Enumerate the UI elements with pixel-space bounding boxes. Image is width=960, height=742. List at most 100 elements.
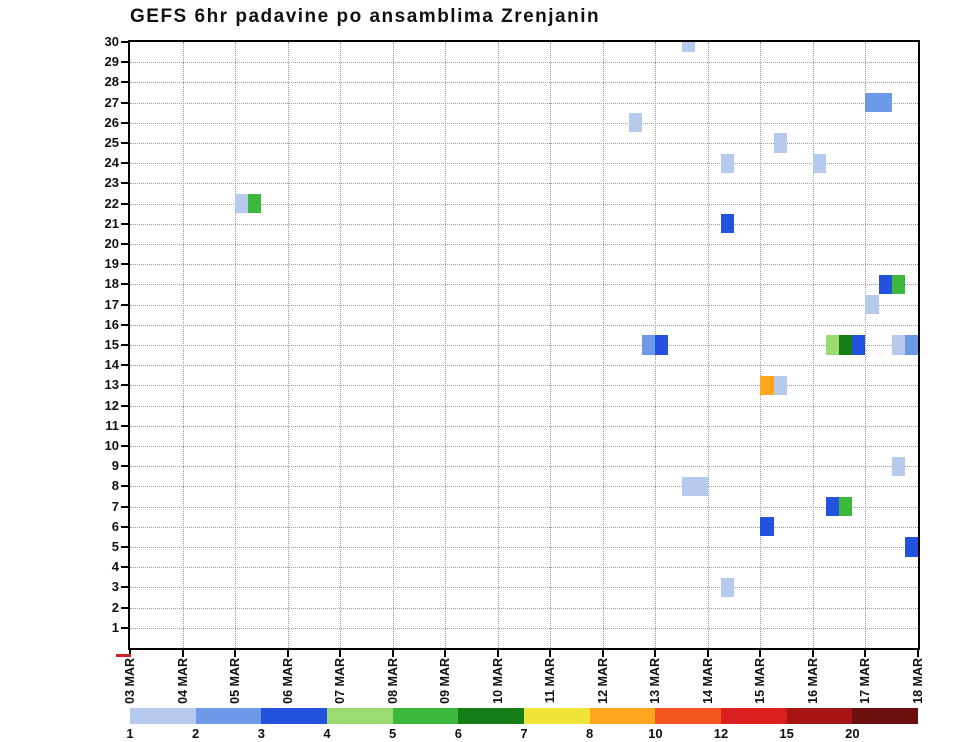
x-tick [286,650,289,657]
x-tick [864,650,867,657]
precip-cell [839,335,853,355]
colorbar-segment [195,708,262,724]
h-gridline [130,587,918,589]
colorbar-segment [327,708,394,724]
chart-title: GEFS 6hr padavine po ansamblima Zrenjani… [130,6,601,27]
y-tick-label: 21 [104,215,119,231]
h-gridline [130,62,918,64]
x-date-label: 05 MAR [228,658,243,704]
h-gridline [130,203,918,205]
x-date-label: 03 MAR [123,658,137,704]
colorbar-label: 20 [845,726,860,741]
x-date-label: 10 MAR [490,658,505,704]
x-date-label: 12 MAR [595,658,610,704]
v-gridline [707,42,709,648]
y-tick-label: 8 [111,478,119,494]
x-date-label: 14 MAR [700,658,715,704]
y-tick-label: 11 [105,417,119,433]
colorbar-label: 15 [779,726,794,741]
v-gridline [865,42,867,648]
y-tick [121,142,128,144]
precip-cell [865,93,879,113]
y-tick-label: 13 [104,377,119,393]
precip-cell [891,456,905,476]
y-tick-label: 9 [111,458,119,474]
colorbar-label: 12 [713,726,729,741]
colorbar-segment [852,708,919,724]
precip-cell [681,42,695,52]
y-tick [121,586,128,589]
h-gridline [130,567,918,569]
v-gridline [760,42,762,648]
x-tick [601,650,604,657]
y-tick [121,546,128,548]
precip-cell [655,335,669,355]
colorbar-segment [458,708,525,724]
precip-cell [760,375,774,395]
y-tick [121,606,128,609]
colorbar-label: 7 [520,726,528,741]
y-tick-label: 23 [104,175,119,191]
precip-cell [248,194,262,214]
y-tick-label: 18 [104,276,119,292]
precip-cell [878,93,892,113]
colorbar-label: 4 [323,726,331,741]
colorbar-segment [524,708,591,724]
h-gridline [130,244,918,245]
y-tick [121,323,128,326]
x-tick [917,650,919,657]
x-date-label: 15 MAR [753,658,768,704]
y-tick [121,465,128,468]
precip-cell [681,476,695,496]
h-gridline [130,284,918,286]
h-gridline [130,526,918,528]
precip-cell [865,295,879,315]
x-tick [391,650,394,657]
y-tick [121,485,128,488]
v-gridline [182,42,184,648]
h-gridline [130,547,918,548]
y-tick-label: 20 [104,236,119,251]
colorbar-segment [786,708,853,724]
y-tick [121,81,128,84]
x-date-label: 16 MAR [805,658,820,704]
y-tick [121,222,128,225]
h-gridline [130,385,918,387]
precip-cell [904,335,918,355]
x-tick [129,650,131,657]
x-tick [339,650,342,657]
h-gridline [130,365,918,367]
y-tick-label: 29 [104,54,119,70]
colorbar-segment [130,708,197,724]
colorbar-segment [261,708,328,724]
colorbar-segment [392,708,459,724]
precip-cell [826,335,840,355]
x-date-label: 17 MAR [858,658,873,704]
x-date-label: 08 MAR [385,658,400,704]
h-gridline [130,82,918,84]
y-tick [121,182,128,185]
precip-cell [721,214,735,234]
h-gridline [130,506,918,508]
y-tick-label: 2 [111,599,119,615]
axis-origin-red-mark [116,654,131,657]
precip-cell [891,274,905,294]
y-tick [121,525,128,528]
y-tick-label: 3 [111,579,119,595]
h-gridline [130,183,918,185]
y-tick-label: 6 [111,518,119,534]
h-gridline [130,264,918,266]
h-gridline [130,486,918,488]
y-tick-label: 12 [104,397,119,413]
y-tick [121,566,128,569]
v-gridline [550,42,552,648]
precip-cell [721,577,735,597]
x-date-label: 07 MAR [333,658,348,704]
y-tick [121,41,128,43]
v-gridline [602,42,604,648]
h-gridline [130,163,918,165]
h-gridline [130,627,918,629]
colorbar-label: 10 [648,726,663,741]
v-gridline [287,42,289,648]
y-tick [121,121,128,124]
